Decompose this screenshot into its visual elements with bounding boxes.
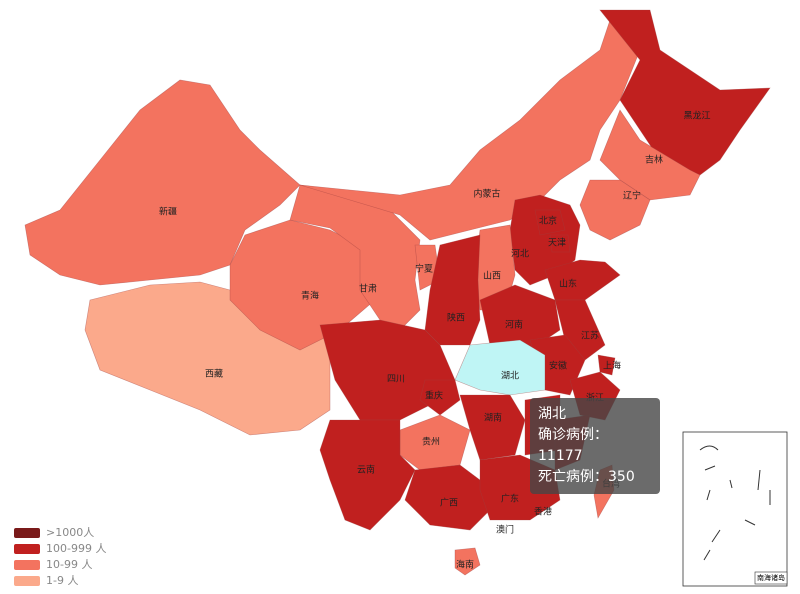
inset-islands bbox=[699, 445, 771, 561]
province-label: 天津 bbox=[548, 238, 566, 249]
province-label: 重庆 bbox=[425, 390, 443, 402]
tooltip-line: 确诊病例：11177 bbox=[538, 427, 608, 464]
province-label: 河北 bbox=[511, 248, 529, 260]
province-label: 北京 bbox=[539, 215, 557, 227]
province bbox=[419, 379, 461, 416]
legend-label: 100-999 人 bbox=[46, 542, 106, 555]
province bbox=[459, 394, 526, 461]
province bbox=[24, 79, 301, 286]
province-label: 山西 bbox=[483, 271, 501, 282]
province bbox=[579, 179, 651, 241]
legend-swatch bbox=[14, 576, 40, 586]
province bbox=[599, 9, 771, 176]
province-label: 湖北 bbox=[501, 371, 519, 382]
province bbox=[599, 109, 701, 201]
province-label: 四川 bbox=[387, 375, 405, 385]
province-label: 内蒙古 bbox=[473, 188, 500, 200]
province-label: 香港 bbox=[534, 506, 552, 518]
province-label: 山东 bbox=[559, 278, 577, 290]
province-label: 陕西 bbox=[447, 312, 465, 324]
tooltip-title: 湖北 bbox=[538, 406, 566, 422]
province bbox=[404, 464, 491, 531]
province bbox=[534, 209, 566, 236]
province-label: 西藏 bbox=[205, 368, 223, 380]
province-label: 云南 bbox=[357, 464, 375, 476]
legend-label: 1-9 人 bbox=[46, 574, 78, 587]
province-label: 广东 bbox=[501, 493, 519, 505]
legend-swatch bbox=[14, 560, 40, 570]
inset-label-box bbox=[754, 571, 788, 585]
province-label: 贵州 bbox=[422, 436, 440, 448]
tooltip-line: 死亡病例：350 bbox=[538, 469, 635, 485]
province-label: 河南 bbox=[505, 319, 523, 331]
province-label: 黑龙江 bbox=[683, 110, 710, 122]
province-label: 广西 bbox=[440, 497, 458, 509]
province-label: 海南 bbox=[456, 559, 474, 571]
province-label: 宁夏 bbox=[415, 263, 433, 275]
legend-swatch bbox=[14, 544, 40, 554]
inset-label: 南海诸岛 bbox=[757, 573, 785, 582]
province bbox=[554, 299, 606, 361]
province-label: 青海 bbox=[301, 290, 319, 302]
legend-label: >1000人 bbox=[46, 526, 94, 539]
province-label: 湖南 bbox=[484, 412, 502, 424]
province bbox=[549, 234, 571, 253]
province-label: 辽宁 bbox=[623, 190, 641, 202]
province-label: 新疆 bbox=[159, 206, 177, 218]
legend-swatch bbox=[14, 528, 40, 538]
province-label: 甘肃 bbox=[359, 283, 377, 295]
province-label: 吉林 bbox=[645, 154, 663, 166]
province bbox=[597, 354, 616, 376]
province-label: 上海 bbox=[603, 360, 621, 372]
province-label: 澳门 bbox=[496, 524, 514, 536]
province bbox=[454, 547, 481, 576]
legend-label: 10-99 人 bbox=[46, 558, 92, 571]
province-label: 安徽 bbox=[549, 360, 567, 372]
tooltip: 湖北 确诊病例：11177 死亡病例：350 bbox=[530, 398, 660, 494]
inset-box bbox=[682, 431, 788, 587]
province bbox=[454, 339, 546, 396]
province bbox=[319, 419, 416, 531]
province-label: 江苏 bbox=[581, 330, 599, 342]
